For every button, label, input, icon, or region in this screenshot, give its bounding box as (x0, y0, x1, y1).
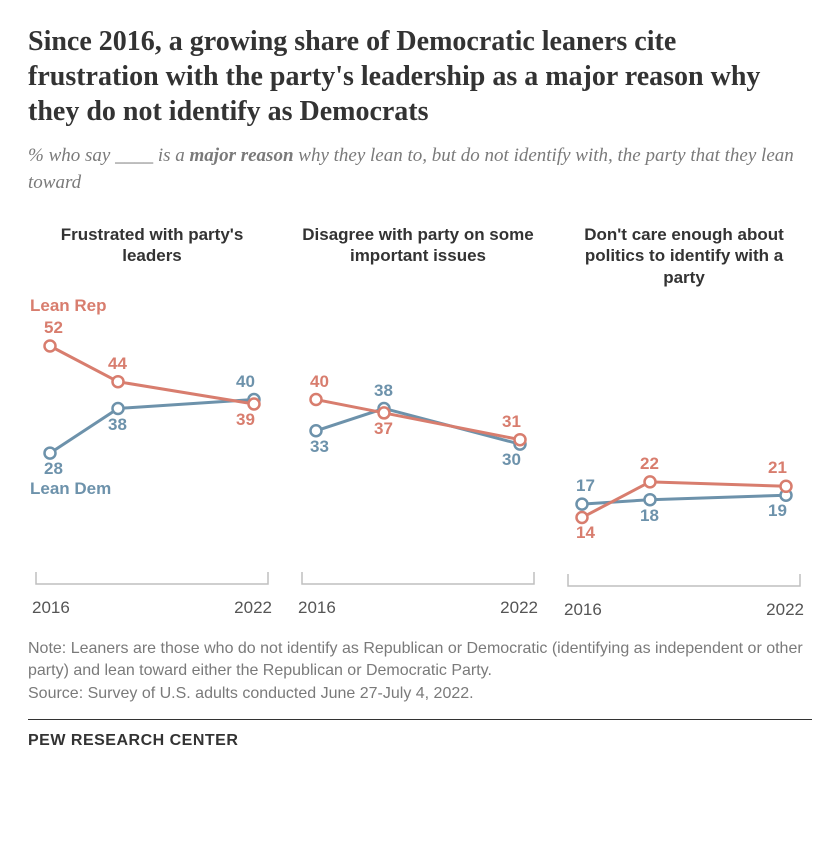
xaxis-end: 2022 (234, 598, 272, 618)
subtitle-bold: major reason (190, 145, 294, 166)
pt-label-rep: 44 (108, 354, 127, 374)
subtitle-prefix: % who say (28, 145, 115, 166)
note-line: Note: Leaners are those who do not ident… (28, 640, 803, 679)
pt-label-rep: 14 (576, 523, 595, 543)
panel-0: Frustrated with party's leaders 52 44 39 28… (28, 224, 276, 620)
source-line: Source: Survey of U.S. adults conducted … (28, 685, 474, 702)
panel-2: Don't care enough about politics to iden… (560, 224, 808, 620)
panel-title-0: Frustrated with party's leaders (28, 224, 276, 286)
chart-svg-0 (28, 286, 276, 596)
xaxis-start: 2016 (564, 600, 602, 620)
pt-label-rep: 22 (640, 454, 659, 474)
pt-label-rep: 39 (236, 410, 255, 430)
page-title: Since 2016, a growing share of Democrati… (28, 24, 812, 129)
pt-label-rep: 52 (44, 318, 63, 338)
subtitle-mid: is a (153, 145, 189, 166)
pt-label-rep: 21 (768, 458, 787, 478)
panels-row: Frustrated with party's leaders 52 44 39 28… (28, 224, 812, 620)
attribution: PEW RESEARCH CENTER (28, 732, 812, 750)
divider (28, 719, 812, 720)
pt-label-dem: 38 (108, 415, 127, 435)
xaxis-2: 2016 2022 (560, 600, 808, 620)
pt-label-dem: 33 (310, 437, 329, 457)
xaxis-end: 2022 (500, 598, 538, 618)
chart-svg-2 (560, 288, 808, 598)
pt-label-dem: 17 (576, 476, 595, 496)
xaxis-start: 2016 (298, 598, 336, 618)
xaxis-1: 2016 2022 (294, 598, 542, 618)
panel-title-2: Don't care enough about politics to iden… (560, 224, 808, 288)
pt-label-dem: 38 (374, 381, 393, 401)
xaxis-start: 2016 (32, 598, 70, 618)
series-label-dem: Lean Dem (30, 479, 111, 499)
chart-area-1: 40 37 31 33 38 30 (294, 286, 542, 596)
panel-title-1: Disagree with party on some important is… (294, 224, 542, 286)
subtitle: % who say ____ is a major reason why the… (28, 143, 812, 196)
pt-label-dem: 28 (44, 459, 63, 479)
pt-label-dem: 40 (236, 372, 255, 392)
pt-label-rep: 31 (502, 412, 521, 432)
pt-label-dem: 30 (502, 450, 521, 470)
series-label-rep: Lean Rep (30, 296, 107, 316)
subtitle-blank: ____ (115, 145, 153, 166)
xaxis-0: 2016 2022 (28, 598, 276, 618)
pt-label-dem: 19 (768, 501, 787, 521)
pt-label-rep: 40 (310, 372, 329, 392)
pt-label-rep: 37 (374, 419, 393, 439)
chart-svg-1 (294, 286, 542, 596)
panel-1: Disagree with party on some important is… (294, 224, 542, 620)
chart-area-0: 52 44 39 28 38 40 Lean Rep Lean Dem (28, 286, 276, 596)
chart-area-2: 14 22 21 17 18 19 (560, 288, 808, 598)
pt-label-dem: 18 (640, 506, 659, 526)
note-text: Note: Leaners are those who do not ident… (28, 638, 812, 705)
xaxis-end: 2022 (766, 600, 804, 620)
